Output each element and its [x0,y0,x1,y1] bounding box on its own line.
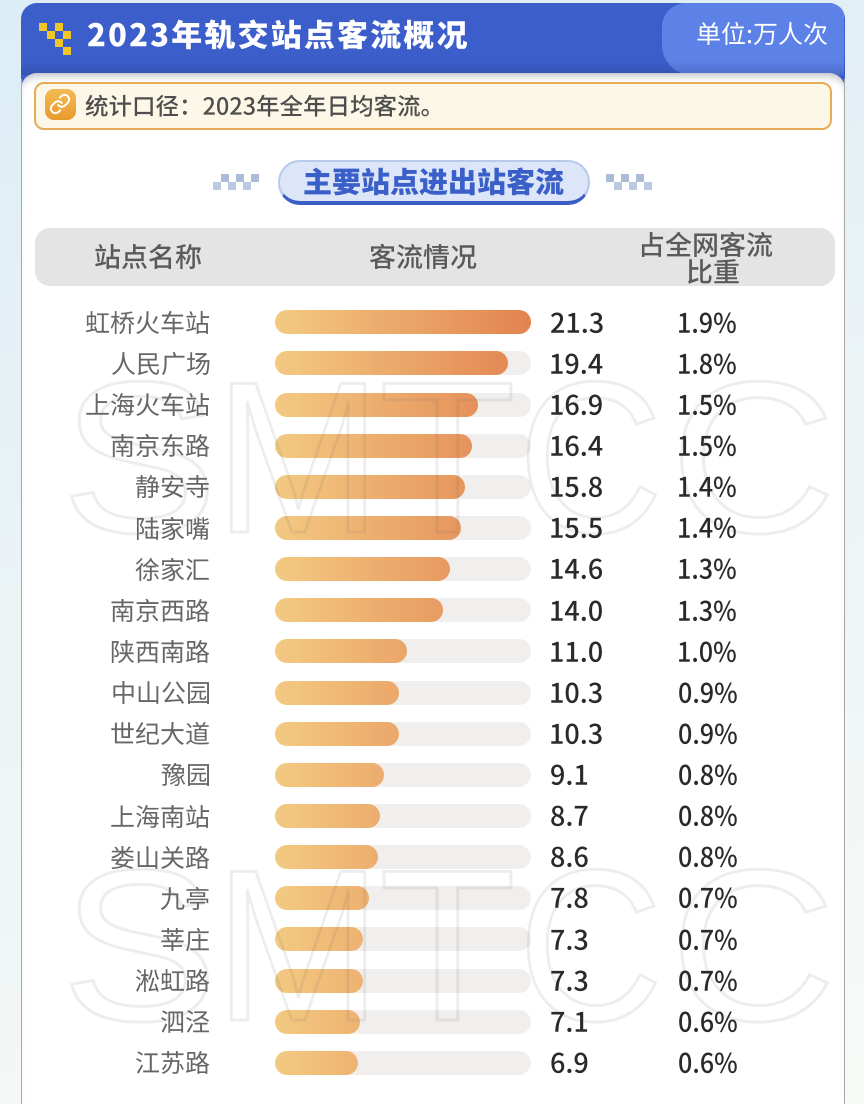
svg-text:M: M [215,336,381,578]
svg-text:C: C [518,336,663,578]
svg-text:T: T [379,336,516,578]
svg-text:M: M [215,824,381,1066]
svg-text:T: T [379,824,516,1066]
svg-text:C: C [518,824,663,1066]
svg-text:C: C [670,336,836,578]
svg-text:S: S [61,824,218,1066]
